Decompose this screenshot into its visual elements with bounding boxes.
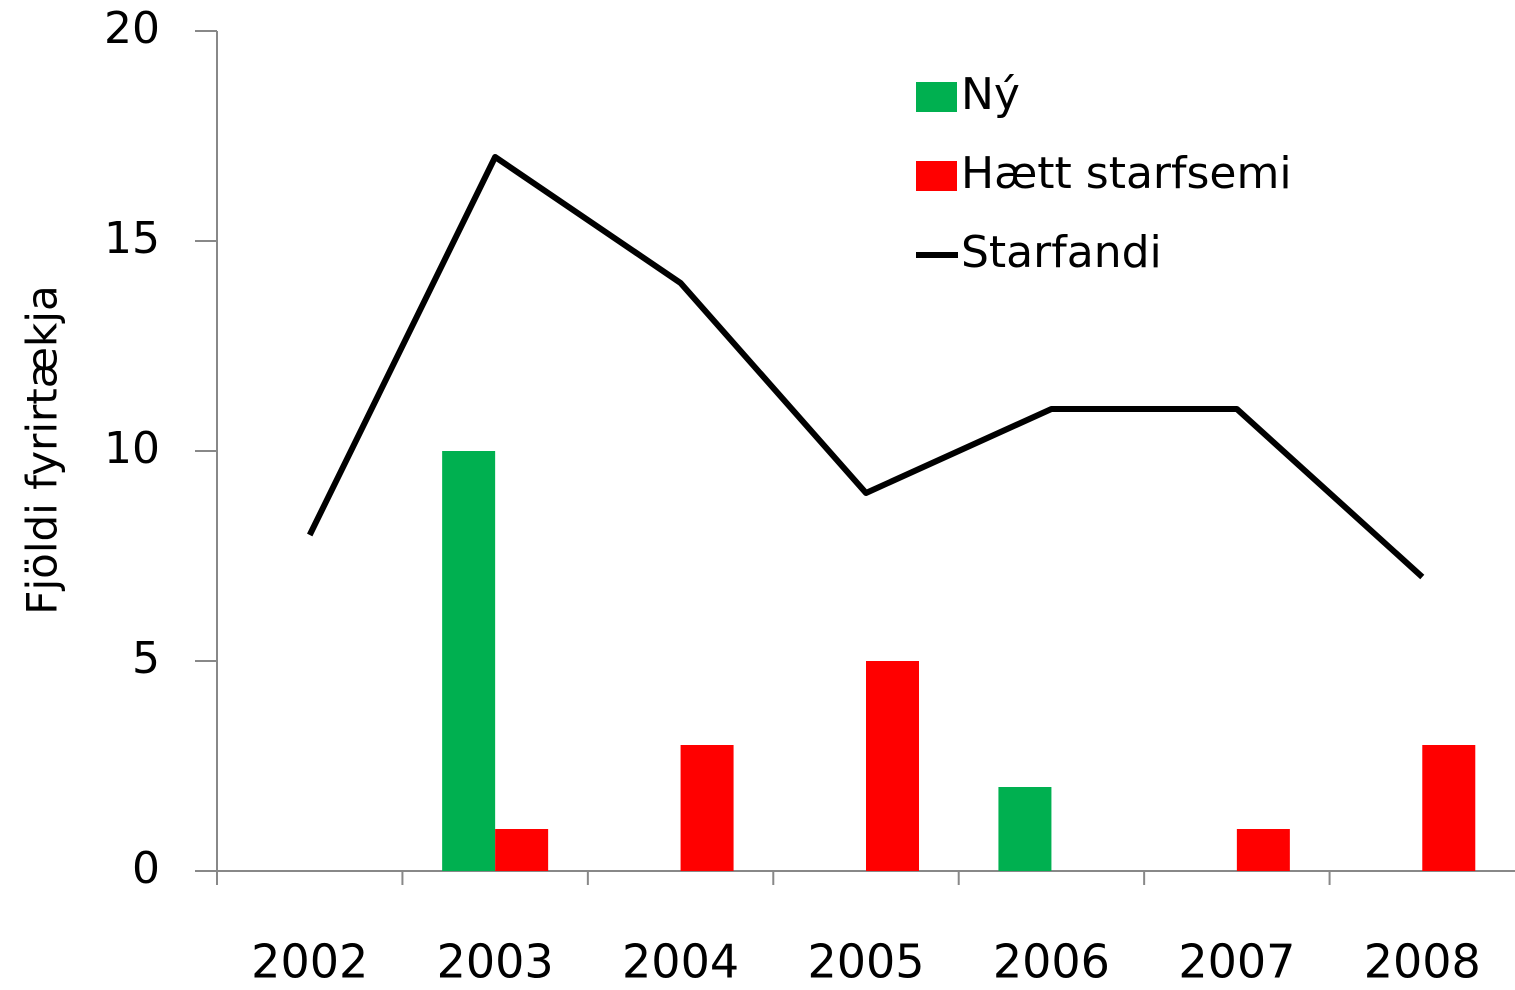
bar	[680, 745, 734, 871]
legend-label: Starfandi	[961, 227, 1162, 278]
legend-label: Ný	[961, 69, 1020, 120]
bar	[495, 829, 549, 871]
x-tick-label: 2007	[1178, 935, 1295, 989]
y-tick-label: 15	[104, 213, 160, 264]
x-tick-label: 2003	[437, 935, 554, 989]
y-tick-label: 5	[132, 633, 160, 684]
y-tick-label: 10	[104, 423, 160, 474]
bar	[442, 451, 496, 871]
x-tick-label: 2005	[807, 935, 924, 989]
bar	[1236, 829, 1290, 871]
bar	[866, 661, 919, 871]
x-tick-label: 2002	[251, 935, 368, 989]
bar	[1422, 745, 1476, 871]
y-axis-title: Fjöldi fyrirtækja	[18, 285, 67, 614]
legend-swatch	[916, 161, 957, 191]
bar	[998, 787, 1052, 871]
x-tick-label: 2004	[622, 935, 739, 989]
y-tick-label: 20	[104, 3, 160, 54]
legend-label: Hætt starfsemi	[961, 148, 1292, 199]
x-tick-label: 2008	[1364, 935, 1481, 989]
y-tick-label: 0	[132, 843, 160, 894]
line	[307, 154, 1425, 580]
x-tick-label: 2006	[993, 935, 1110, 989]
legend-swatch	[916, 82, 957, 112]
